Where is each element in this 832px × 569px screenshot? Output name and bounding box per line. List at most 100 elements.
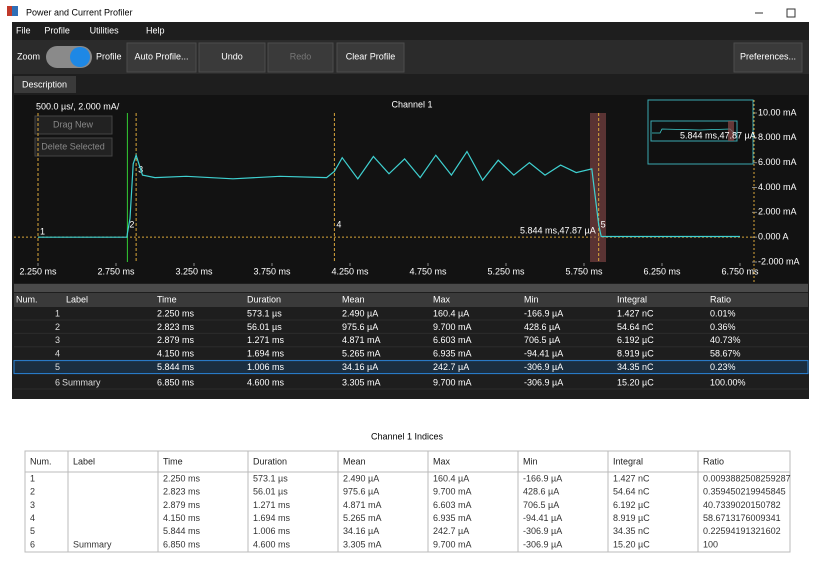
table-cell: 5: [55, 362, 60, 372]
app-icon-accent: [12, 6, 18, 16]
table-cell: 2.879 ms: [157, 335, 195, 345]
x-tick-label: 4.250 ms: [331, 266, 369, 276]
splitter[interactable]: [14, 284, 808, 292]
indices-cell: 8.919 µC: [613, 513, 650, 523]
indices-cell: 2.250 ms: [163, 473, 201, 483]
x-tick-label: 3.250 ms: [175, 266, 213, 276]
table-cell: -94.41 µA: [524, 349, 563, 359]
table-cell: 9.700 mA: [433, 322, 472, 332]
table-cell: 5.844 ms: [157, 362, 195, 372]
table-header-cell: Min: [524, 294, 539, 304]
table-cell: 1.427 nC: [617, 308, 654, 318]
table-cell: -306.9 µA: [524, 362, 563, 372]
table-cell: 975.6 µA: [342, 322, 378, 332]
table-cell: 40.73%: [710, 335, 741, 345]
indices-cell: 2.823 ms: [163, 487, 201, 497]
indices-cell: 5.844 ms: [163, 526, 201, 536]
marker-label: 1: [40, 227, 45, 237]
table-cell: 1.006 ms: [247, 362, 285, 372]
table-cell: 5.265 mA: [342, 349, 381, 359]
indices-cell: 4: [30, 513, 35, 523]
indices-cell: 4.871 mA: [343, 500, 382, 510]
indices-cell: 573.1 µs: [253, 473, 288, 483]
table-cell: 34.35 nC: [617, 362, 654, 372]
preferences-label: Preferences...: [740, 51, 796, 61]
selected-region: [590, 113, 606, 262]
table-cell: 6.192 µC: [617, 335, 654, 345]
y-tick-label: 2.000 mA: [758, 207, 797, 217]
table-cell: 6.850 ms: [157, 377, 195, 387]
indices-cell: -166.9 µA: [523, 473, 562, 483]
indices-cell: 706.5 µA: [523, 500, 559, 510]
table-cell: -166.9 µA: [524, 308, 563, 318]
toolbar-button-label: Auto Profile...: [134, 51, 188, 61]
indices-cell: 5.265 mA: [343, 513, 382, 523]
indices-cell: 100: [703, 539, 718, 549]
table-header: [14, 293, 808, 307]
table-cell: 2.823 ms: [157, 322, 195, 332]
x-tick-label: 4.750 ms: [409, 266, 447, 276]
indices-cell: 3: [30, 500, 35, 510]
indices-cell: 54.64 nC: [613, 487, 650, 497]
table-cell: 3: [55, 335, 60, 345]
table-cell: 56.01 µs: [247, 322, 282, 332]
table-cell: 2: [55, 322, 60, 332]
x-tick-label: 2.250 ms: [19, 266, 57, 276]
indices-cell: -306.9 µA: [523, 526, 562, 536]
indices-cell: 15.20 µC: [613, 539, 650, 549]
marker-label: 4: [336, 220, 341, 230]
indices-header-cell: Ratio: [703, 456, 724, 466]
indices-cell: 58.6713176009341: [703, 513, 781, 523]
table-cell: 6: [55, 377, 60, 387]
table-cell: 54.64 nC: [617, 322, 654, 332]
zoom-label: Zoom: [17, 51, 40, 61]
x-tick-label: 5.750 ms: [565, 266, 603, 276]
indices-header-cell: Min: [523, 456, 538, 466]
indices-cell: 975.6 µA: [343, 487, 379, 497]
table-header-cell: Integral: [617, 294, 647, 304]
indices-cell: 1: [30, 473, 35, 483]
indices-cell: 34.16 µA: [343, 526, 379, 536]
table-cell: 573.1 µs: [247, 308, 282, 318]
x-tick-label: 6.750 ms: [721, 266, 759, 276]
toolbar-button-label: Clear Profile: [346, 51, 396, 61]
indices-cell: 2.490 µA: [343, 473, 379, 483]
selected-row[interactable]: [14, 361, 808, 374]
indices-cell: 428.6 µA: [523, 487, 559, 497]
table-header-cell: Mean: [342, 294, 365, 304]
table-cell: 1: [55, 308, 60, 318]
indices-header-cell: Duration: [253, 456, 287, 466]
indices-cell: 6.935 mA: [433, 513, 472, 523]
indices-cell: -94.41 µA: [523, 513, 562, 523]
table-cell: 1.271 ms: [247, 335, 285, 345]
table-cell: 6.603 mA: [433, 335, 472, 345]
table-cell: 9.700 mA: [433, 377, 472, 387]
menu-item[interactable]: Profile: [44, 25, 70, 35]
table-cell: 4: [55, 349, 60, 359]
indices-cell: 0.359450219945845: [703, 487, 786, 497]
indices-cell: 6.192 µC: [613, 500, 650, 510]
menu-item[interactable]: File: [16, 25, 31, 35]
x-tick-label: 5.250 ms: [487, 266, 525, 276]
window-title: Power and Current Profiler: [26, 7, 133, 17]
indices-cell: 4.150 ms: [163, 513, 201, 523]
indices-cell: Summary: [73, 539, 112, 549]
indices-cell: 6.850 ms: [163, 539, 201, 549]
table-cell: 0.36%: [710, 322, 736, 332]
table-cell: 58.67%: [710, 349, 741, 359]
indices-cell: 1.006 ms: [253, 526, 291, 536]
table-header-cell: Label: [66, 294, 88, 304]
indices-cell: 6: [30, 539, 35, 549]
table-header-cell: Max: [433, 294, 451, 304]
table-cell: 34.16 µA: [342, 362, 378, 372]
y-tick-label: 10.00 mA: [758, 107, 797, 117]
indices-header-cell: Max: [433, 456, 451, 466]
menu-item[interactable]: Help: [146, 25, 165, 35]
indices-cell: 34.35 nC: [613, 526, 650, 536]
indices-cell: 0.0093882508259287: [703, 473, 791, 483]
table-cell: -306.9 µA: [524, 377, 563, 387]
menu-item[interactable]: Utilities: [90, 25, 120, 35]
indices-cell: 4.600 ms: [253, 539, 291, 549]
indices-cell: 160.4 µA: [433, 473, 469, 483]
